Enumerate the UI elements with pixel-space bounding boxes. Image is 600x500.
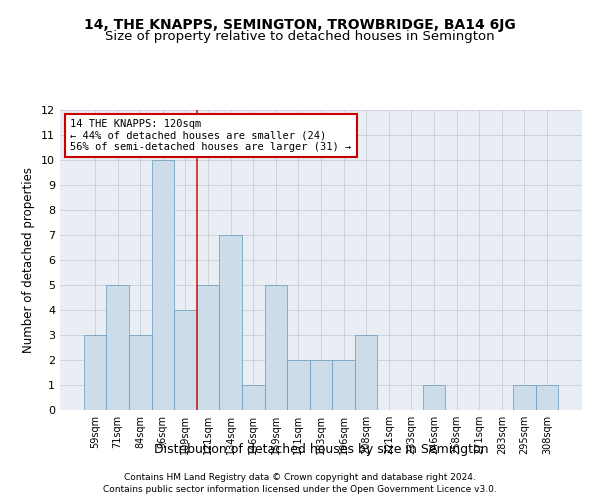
Text: Contains HM Land Registry data © Crown copyright and database right 2024.: Contains HM Land Registry data © Crown c… <box>124 472 476 482</box>
Text: Contains public sector information licensed under the Open Government Licence v3: Contains public sector information licen… <box>103 485 497 494</box>
Bar <box>513 385 536 410</box>
Bar <box>106 285 129 410</box>
Text: Distribution of detached houses by size in Semington: Distribution of detached houses by size … <box>154 442 488 456</box>
Bar <box>152 160 174 410</box>
Bar <box>332 360 355 410</box>
Bar <box>242 385 265 410</box>
Bar <box>174 310 197 410</box>
Text: 14, THE KNAPPS, SEMINGTON, TROWBRIDGE, BA14 6JG: 14, THE KNAPPS, SEMINGTON, TROWBRIDGE, B… <box>84 18 516 32</box>
Text: 14 THE KNAPPS: 120sqm
← 44% of detached houses are smaller (24)
56% of semi-deta: 14 THE KNAPPS: 120sqm ← 44% of detached … <box>70 119 352 152</box>
Bar <box>84 335 106 410</box>
Bar <box>310 360 332 410</box>
Bar <box>129 335 152 410</box>
Bar <box>265 285 287 410</box>
Bar <box>287 360 310 410</box>
Bar <box>422 385 445 410</box>
Bar <box>536 385 558 410</box>
Bar <box>220 235 242 410</box>
Text: Size of property relative to detached houses in Semington: Size of property relative to detached ho… <box>105 30 495 43</box>
Bar <box>355 335 377 410</box>
Y-axis label: Number of detached properties: Number of detached properties <box>22 167 35 353</box>
Bar <box>197 285 220 410</box>
